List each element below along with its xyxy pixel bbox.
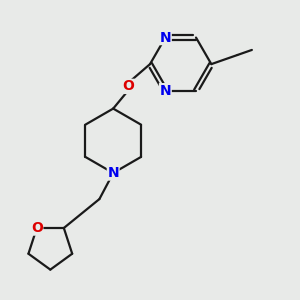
Text: N: N bbox=[107, 166, 119, 180]
Text: N: N bbox=[160, 31, 171, 45]
Text: O: O bbox=[123, 80, 134, 93]
Text: N: N bbox=[160, 84, 171, 98]
Text: O: O bbox=[31, 221, 43, 235]
